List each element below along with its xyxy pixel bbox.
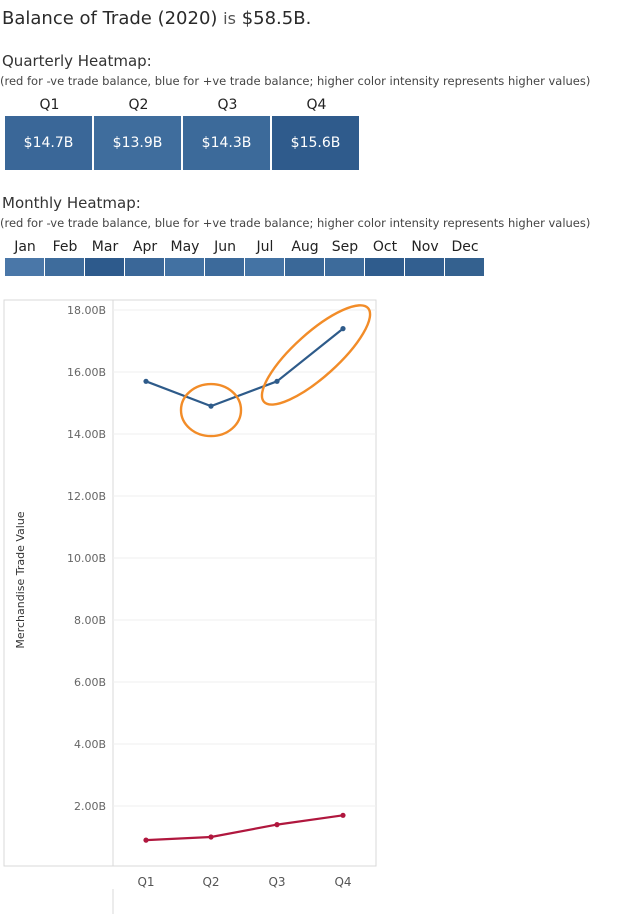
title-value: $58.5B. [241, 8, 312, 29]
series-point [274, 378, 280, 384]
month-label-nov: Nov [411, 239, 439, 255]
month-label-aug: Aug [291, 239, 319, 255]
quarterly-heatmap-subtitle: (red for -ve trade balance, blue for +ve… [0, 74, 591, 88]
month-label-jun: Jun [214, 239, 236, 255]
series-point [340, 326, 346, 332]
heatmap-cell-mar[interactable] [85, 258, 125, 276]
quarter-label: Q3 [217, 97, 238, 113]
heatmap-cell-q1[interactable]: $14.7B [5, 116, 93, 170]
month-labels: Jan Feb Mar Apr May Jun Jul Aug Sep Oct Nov Dec [5, 239, 485, 257]
heatmap-cell-apr[interactable] [125, 258, 165, 276]
month-label-sep: Sep [331, 239, 359, 255]
quarterly-trade-line-chart: 18.00B 16.00B 14.00B 12.00B 10.00B 8.00B 6.00B… [3, 299, 377, 914]
annotation-ellipse-q3-q4 [260, 304, 372, 406]
y-tick-label: 18.00B [67, 304, 106, 317]
title-prefix: Balance of Trade (2020) [2, 8, 218, 29]
y-tick-label: 14.00B [67, 428, 106, 441]
heatmap-cell-sep[interactable] [325, 258, 365, 276]
quarter-label: Q1 [39, 97, 60, 113]
heatmap-cell-jul[interactable] [245, 258, 285, 276]
y-tick-label: 4.00B [74, 738, 106, 751]
y-axis-title: Merchandise Trade Value [14, 511, 27, 648]
quarter-label: Q2 [128, 97, 149, 113]
y-tick-label: 12.00B [67, 490, 106, 503]
heatmap-cell-oct[interactable] [365, 258, 405, 276]
monthly-heatmap [5, 258, 485, 276]
x-tick-label: Q4 [334, 875, 351, 889]
heatmap-cell-dec[interactable] [445, 258, 485, 276]
quarterly-heatmap: $14.7B $13.9B $14.3B $15.6B [5, 116, 361, 170]
heatmap-cell-aug[interactable] [285, 258, 325, 276]
y-tick-label: 2.00B [74, 800, 106, 813]
heatmap-cell-q3[interactable]: $14.3B [183, 116, 271, 170]
heatmap-cell-q4[interactable]: $15.6B [272, 116, 360, 170]
month-label-oct: Oct [372, 239, 398, 255]
x-tick-label: Q3 [268, 875, 285, 889]
x-tick-label: Q1 [137, 875, 154, 889]
series-point [274, 822, 280, 828]
month-label-feb: Feb [52, 239, 78, 255]
month-label-jul: Jul [256, 239, 274, 255]
series-point [143, 378, 149, 384]
heatmap-cell-jan[interactable] [5, 258, 45, 276]
series-point [340, 812, 346, 818]
y-tick-label: 10.00B [67, 552, 106, 565]
series-point [143, 837, 149, 843]
month-label-may: May [170, 239, 200, 255]
heatmap-cell-may[interactable] [165, 258, 205, 276]
annotation-circle-q2 [179, 382, 243, 438]
series-line-0 [145, 327, 344, 408]
month-label-dec: Dec [451, 239, 479, 255]
y-tick-label: 6.00B [74, 676, 106, 689]
heatmap-cell-nov[interactable] [405, 258, 445, 276]
heatmap-cell-feb[interactable] [45, 258, 85, 276]
quarter-labels: Q1 Q2 Q3 Q4 [5, 97, 361, 115]
month-label-apr: Apr [132, 239, 158, 255]
monthly-heatmap-subtitle: (red for -ve trade balance, blue for +ve… [0, 216, 591, 230]
title-is: is [223, 9, 236, 28]
series-point [208, 403, 214, 409]
chart-frame [3, 299, 377, 867]
quarterly-heatmap-title: Quarterly Heatmap: [2, 52, 152, 70]
quarter-label: Q4 [306, 97, 327, 113]
month-label-mar: Mar [91, 239, 119, 255]
x-tick-label: Q2 [202, 875, 219, 889]
month-label-jan: Jan [14, 239, 36, 255]
y-tick-label: 16.00B [67, 366, 106, 379]
series-line-1 [145, 814, 344, 842]
y-tick-label: 8.00B [74, 614, 106, 627]
heatmap-cell-q2[interactable]: $13.9B [94, 116, 182, 170]
page-title: Balance of Trade (2020) is $58.5B. [2, 8, 311, 29]
heatmap-cell-jun[interactable] [205, 258, 245, 276]
series-point [208, 834, 214, 840]
monthly-heatmap-title: Monthly Heatmap: [2, 194, 141, 212]
